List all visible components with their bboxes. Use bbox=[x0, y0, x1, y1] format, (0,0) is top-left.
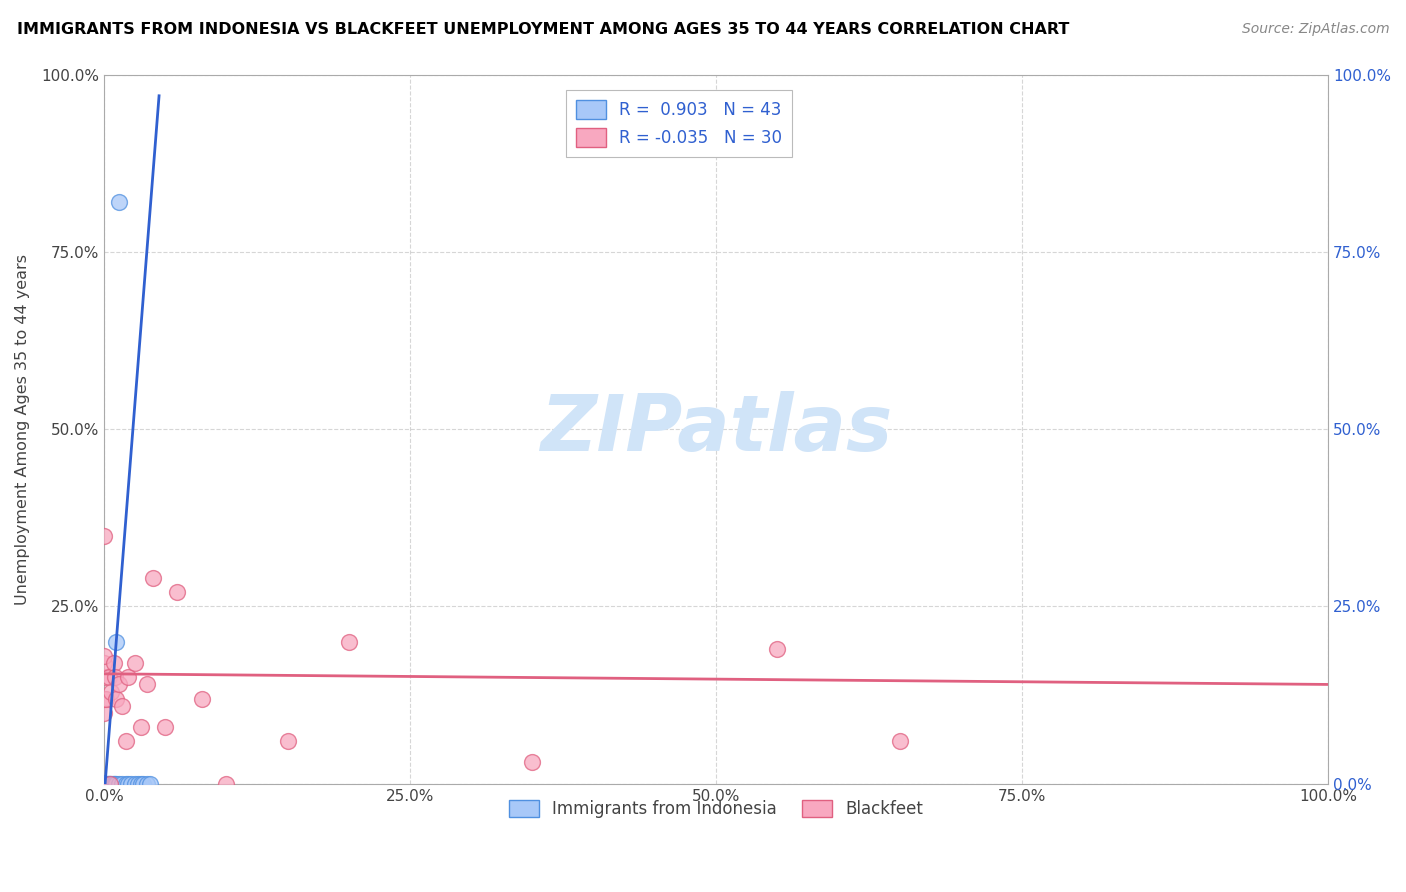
Point bbox=[142, 571, 165, 585]
Point bbox=[93, 706, 115, 720]
Point bbox=[97, 777, 120, 791]
Point bbox=[277, 734, 299, 748]
Point bbox=[93, 777, 115, 791]
Y-axis label: Unemployment Among Ages 35 to 44 years: Unemployment Among Ages 35 to 44 years bbox=[15, 253, 30, 605]
Point bbox=[98, 777, 121, 791]
Point bbox=[107, 677, 129, 691]
Point bbox=[766, 642, 789, 657]
Point bbox=[132, 777, 155, 791]
Point bbox=[111, 698, 134, 713]
Text: Source: ZipAtlas.com: Source: ZipAtlas.com bbox=[1241, 22, 1389, 37]
Point bbox=[522, 756, 544, 770]
Point bbox=[215, 777, 238, 791]
Point bbox=[93, 649, 115, 664]
Point bbox=[100, 684, 122, 698]
Point bbox=[127, 777, 149, 791]
Legend: Immigrants from Indonesia, Blackfeet: Immigrants from Indonesia, Blackfeet bbox=[502, 794, 929, 825]
Point bbox=[93, 777, 115, 791]
Point bbox=[107, 777, 129, 791]
Point bbox=[93, 777, 115, 791]
Point bbox=[166, 585, 188, 599]
Point bbox=[93, 777, 115, 791]
Point bbox=[105, 691, 128, 706]
Point bbox=[93, 777, 115, 791]
Point bbox=[117, 670, 139, 684]
Point bbox=[93, 777, 115, 791]
Point bbox=[101, 777, 124, 791]
Point bbox=[117, 777, 139, 791]
Point bbox=[191, 691, 214, 706]
Point bbox=[93, 777, 115, 791]
Point bbox=[129, 777, 152, 791]
Point bbox=[115, 777, 138, 791]
Point bbox=[93, 777, 115, 791]
Point bbox=[93, 777, 115, 791]
Point bbox=[93, 656, 115, 670]
Point bbox=[105, 777, 128, 791]
Point bbox=[337, 635, 360, 649]
Point bbox=[115, 734, 138, 748]
Point bbox=[135, 677, 157, 691]
Point bbox=[129, 720, 152, 734]
Point bbox=[103, 656, 125, 670]
Point bbox=[93, 777, 115, 791]
Point bbox=[93, 777, 115, 791]
Text: IMMIGRANTS FROM INDONESIA VS BLACKFEET UNEMPLOYMENT AMONG AGES 35 TO 44 YEARS CO: IMMIGRANTS FROM INDONESIA VS BLACKFEET U… bbox=[17, 22, 1069, 37]
Text: ZIPatlas: ZIPatlas bbox=[540, 391, 893, 467]
Point bbox=[93, 777, 115, 791]
Point bbox=[104, 777, 127, 791]
Point bbox=[124, 777, 146, 791]
Point bbox=[93, 777, 115, 791]
Point bbox=[93, 777, 115, 791]
Point bbox=[100, 777, 122, 791]
Point bbox=[96, 777, 118, 791]
Point bbox=[93, 777, 115, 791]
Point bbox=[96, 691, 118, 706]
Point bbox=[93, 777, 115, 791]
Point bbox=[120, 777, 142, 791]
Point bbox=[97, 670, 120, 684]
Point bbox=[93, 777, 115, 791]
Point bbox=[104, 670, 127, 684]
Point bbox=[93, 777, 115, 791]
Point bbox=[93, 691, 115, 706]
Point bbox=[107, 195, 129, 210]
Point bbox=[105, 635, 128, 649]
Point bbox=[96, 777, 118, 791]
Point bbox=[93, 670, 115, 684]
Point bbox=[97, 777, 120, 791]
Point bbox=[153, 720, 176, 734]
Point bbox=[135, 777, 157, 791]
Point bbox=[98, 777, 121, 791]
Point bbox=[93, 528, 115, 542]
Point bbox=[124, 656, 146, 670]
Point bbox=[103, 777, 125, 791]
Point bbox=[139, 777, 162, 791]
Point bbox=[111, 777, 134, 791]
Point bbox=[93, 777, 115, 791]
Point bbox=[889, 734, 911, 748]
Point bbox=[97, 777, 120, 791]
